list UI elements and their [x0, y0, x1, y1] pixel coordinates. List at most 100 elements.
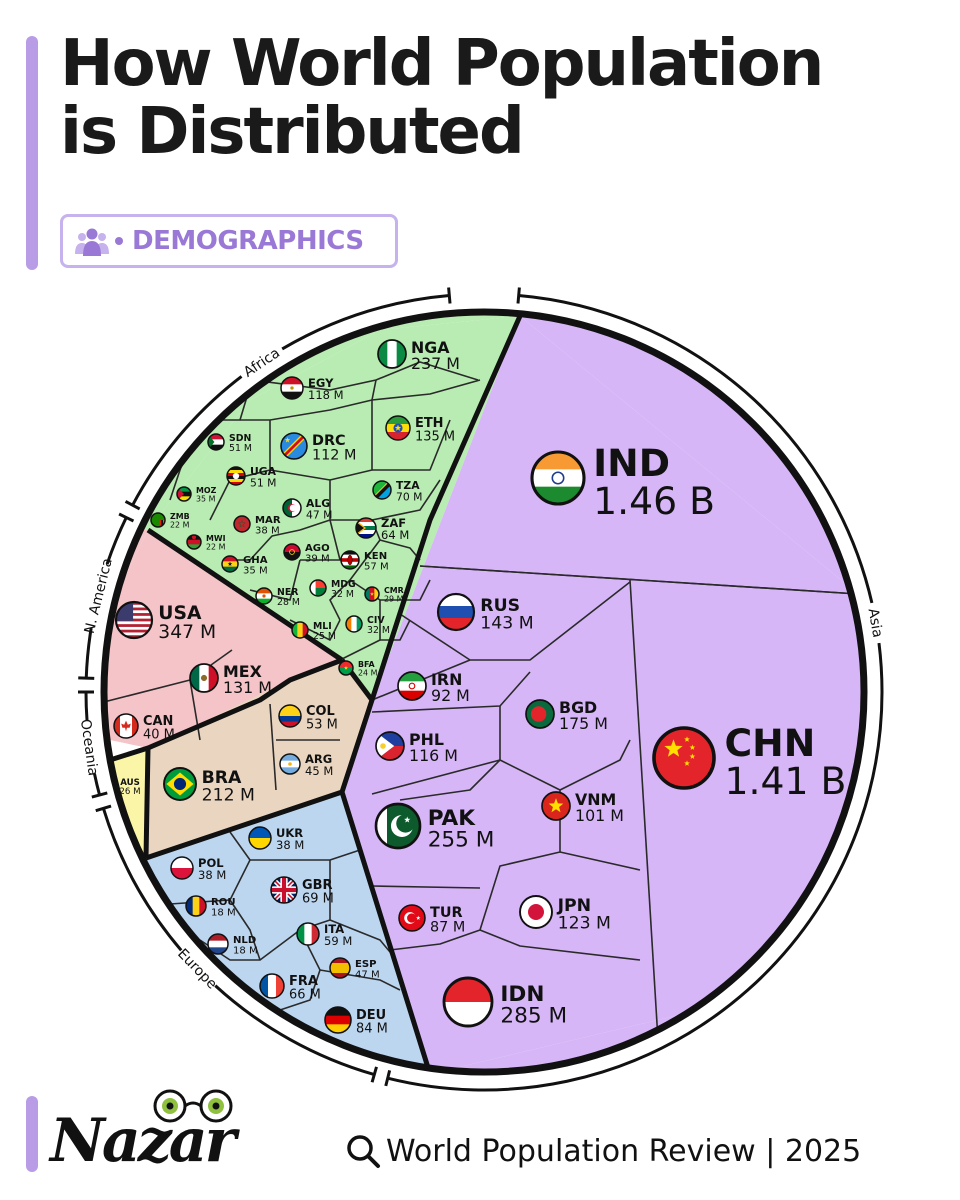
ivory-coast-flag-icon: [345, 615, 363, 633]
indonesia-flag-icon: [442, 976, 494, 1028]
cell-border: [240, 399, 373, 421]
search-icon: [347, 1135, 380, 1168]
nigeria-flag-icon: [377, 339, 407, 369]
region-fill-oceania: [104, 760, 118, 860]
turkey-flag-icon: [398, 904, 426, 932]
italy-flag-icon: [296, 922, 320, 946]
niger-flag-icon: [255, 587, 273, 605]
country-value: 53 M: [306, 717, 338, 732]
country-code: CMR: [384, 586, 404, 595]
cell-border: [230, 529, 301, 561]
country-code: MWI: [206, 534, 226, 543]
title-accent-bar: [26, 36, 38, 270]
country-code: USA: [158, 603, 202, 624]
country-code: POL: [198, 856, 224, 870]
country-value: 87 M: [430, 920, 465, 936]
region-ring-arc: [92, 773, 102, 796]
country-code: BGD: [559, 698, 597, 717]
country-value: 64 M: [381, 528, 409, 542]
country-value: 118 M: [308, 388, 344, 402]
tanzania-flag-icon: [372, 480, 392, 500]
region-border: [145, 789, 343, 861]
cell-border: [269, 703, 277, 791]
country-value: 29 M: [384, 595, 404, 604]
region-ring-tick: [384, 1070, 392, 1087]
region-ring-arc: [101, 807, 183, 952]
country-value: 131 M: [223, 678, 272, 697]
cell-border: [372, 419, 451, 471]
brand-logo: Nazar: [50, 1088, 240, 1188]
country-value: 59 M: [324, 934, 352, 948]
country-value: 39 M: [305, 554, 330, 565]
kenya-flag-icon: [340, 550, 360, 570]
country-value: 28 M: [277, 597, 300, 608]
country-code: AUS: [120, 778, 140, 788]
country-value: 255 M: [428, 828, 495, 853]
country-code: IRN: [431, 670, 462, 689]
country-code: MLI: [313, 621, 332, 632]
country-value: 51 M: [229, 443, 252, 454]
region-ring-arc: [105, 516, 128, 565]
china-flag-icon: [652, 726, 716, 790]
egypt-flag-icon: [280, 376, 304, 400]
country-code: MDG: [331, 579, 356, 590]
region-africa: [148, 316, 520, 700]
country-value: 38 M: [255, 526, 280, 537]
uk-flag-icon: [270, 876, 298, 904]
country-code: PHL: [409, 730, 444, 749]
country-code: MAR: [255, 515, 281, 526]
category-tag[interactable]: DEMOGRAPHICS: [60, 214, 398, 268]
country-value: 70 M: [396, 490, 423, 503]
country-value: 47 M: [355, 970, 380, 981]
title-line-2: is Distributed: [60, 95, 525, 169]
country-value: 45 M: [305, 764, 333, 778]
cell-border: [419, 565, 859, 595]
country-code: VNM: [575, 790, 616, 809]
country-code: MOZ: [196, 486, 217, 495]
country-code: TZA: [396, 479, 420, 492]
cell-border: [399, 581, 631, 661]
country-code: NER: [277, 587, 299, 598]
angola-flag-icon: [283, 543, 301, 561]
country-value: 123 M: [558, 913, 611, 933]
cell-border: [279, 929, 321, 1011]
algeria-flag-icon: [282, 498, 302, 518]
country-value: 143 M: [480, 613, 533, 633]
cell-border: [269, 469, 331, 531]
country-code: RUS: [480, 596, 520, 616]
glasses-icon: [153, 1089, 233, 1123]
title-line-1: How World Population: [60, 27, 824, 101]
country-code: ZMB: [170, 512, 190, 521]
country-code: ALG: [306, 497, 330, 510]
ghana-flag-icon: [221, 555, 239, 573]
brand-name: Nazar: [50, 1106, 236, 1176]
spain-flag-icon: [329, 957, 351, 979]
cameroon-flag-icon: [364, 586, 380, 602]
country-value: 69 M: [302, 891, 334, 906]
netherlands-flag-icon: [207, 933, 229, 955]
brazil-flag-icon: [163, 767, 197, 801]
region-ring-tick: [447, 287, 452, 304]
